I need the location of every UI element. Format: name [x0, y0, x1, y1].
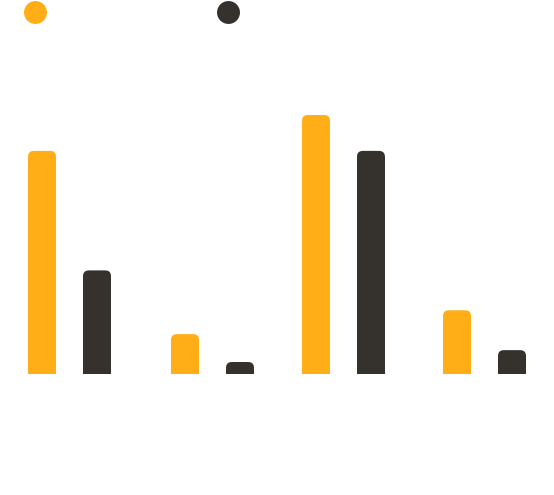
- bar-series-2-category-2[interactable]: [226, 362, 254, 374]
- bar-series-2-category-4[interactable]: [498, 350, 526, 374]
- bar-series-2-category-1[interactable]: [83, 270, 111, 374]
- legend-item-series-2[interactable]: [217, 0, 240, 24]
- bar-series-1-category-1[interactable]: [28, 150, 56, 374]
- bar-series-1-category-2[interactable]: [171, 334, 199, 374]
- legend: [0, 0, 554, 24]
- bar-series-2-category-3[interactable]: [357, 150, 385, 374]
- bar-series-1-category-3[interactable]: [302, 115, 330, 374]
- legend-item-series-1[interactable]: [24, 0, 47, 24]
- bar-series-1-category-4[interactable]: [443, 310, 471, 374]
- legend-swatch-series-2: [217, 0, 240, 24]
- legend-swatch-series-1: [24, 0, 47, 24]
